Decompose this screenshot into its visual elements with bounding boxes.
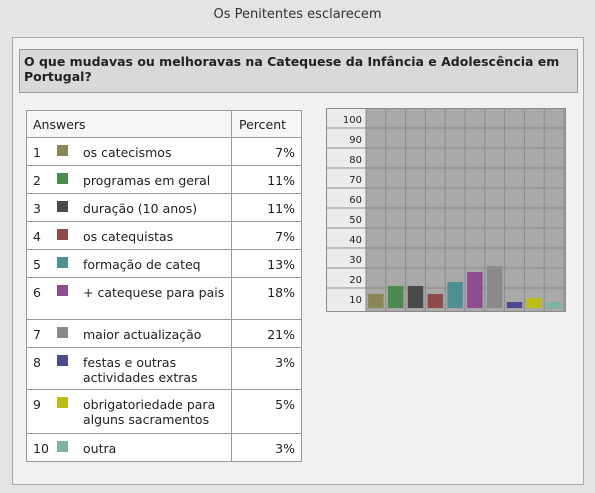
legend-swatch bbox=[57, 285, 68, 296]
legend-swatch bbox=[57, 145, 68, 156]
bar-8 bbox=[506, 302, 523, 308]
legend-swatch bbox=[57, 201, 68, 212]
answer-cell: 6 + catequese para pais bbox=[26, 277, 232, 320]
answer-cell: 3 duração (10 anos) bbox=[26, 193, 232, 222]
answer-percent: 3% bbox=[231, 433, 302, 462]
table-row: 10 outra 3% bbox=[26, 433, 302, 462]
y-tick-label: 20 bbox=[349, 275, 362, 286]
table-row: 4 os catequistas 7% bbox=[26, 221, 302, 250]
answer-number: 9 bbox=[33, 397, 41, 412]
y-tick-label: 100 bbox=[343, 115, 362, 126]
legend-swatch bbox=[57, 397, 68, 408]
legend-swatch bbox=[57, 229, 68, 240]
table-row: 3 duração (10 anos) 11% bbox=[26, 193, 302, 222]
answer-label: formação de cateq bbox=[83, 257, 201, 272]
answer-number: 2 bbox=[33, 173, 41, 188]
results-bar-chart: 10 20 30 40 50 60 70 80 90 100 bbox=[326, 108, 566, 312]
answers-header: Answers bbox=[26, 110, 232, 138]
answer-number: 3 bbox=[33, 201, 41, 216]
answer-label: festas e outras actividades extras bbox=[83, 355, 198, 385]
answer-percent: 7% bbox=[231, 137, 302, 166]
answer-label: duração (10 anos) bbox=[83, 201, 198, 216]
legend-swatch bbox=[57, 441, 68, 452]
answer-percent: 18% bbox=[231, 277, 302, 320]
legend-swatch bbox=[57, 355, 68, 366]
table-header-row: Answers Percent bbox=[26, 110, 302, 138]
y-tick-label: 50 bbox=[349, 215, 362, 226]
y-tick-label: 90 bbox=[349, 135, 362, 146]
answer-cell: 5 formação de cateq bbox=[26, 249, 232, 278]
table-row: 9 obrigatoriedade para alguns sacramentos… bbox=[26, 389, 302, 434]
answer-number: 10 bbox=[33, 441, 49, 456]
y-tick-label: 40 bbox=[349, 235, 362, 246]
y-tick-label: 30 bbox=[349, 255, 362, 266]
bar-10 bbox=[546, 302, 562, 308]
percent-header: Percent bbox=[231, 110, 302, 138]
table-row: 7 maior actualização 21% bbox=[26, 319, 302, 348]
answer-percent: 5% bbox=[231, 389, 302, 434]
answer-number: 8 bbox=[33, 355, 41, 370]
table-row: 5 formação de cateq 13% bbox=[26, 249, 302, 278]
y-tick-label: 70 bbox=[349, 175, 362, 186]
legend-swatch bbox=[57, 173, 68, 184]
answer-label: obrigatoriedade para alguns sacramentos bbox=[83, 397, 216, 427]
legend-swatch bbox=[57, 257, 68, 268]
answer-label: + catequese para pais bbox=[83, 285, 225, 300]
answer-cell: 7 maior actualização bbox=[26, 319, 232, 348]
answer-number: 1 bbox=[33, 145, 41, 160]
y-label-column bbox=[327, 109, 366, 311]
answer-label: outra bbox=[83, 441, 117, 456]
table-row: 8 festas e outras actividades extras 3% bbox=[26, 347, 302, 390]
question-text: O que mudavas ou melhoravas na Catequese… bbox=[19, 49, 578, 93]
bar-7 bbox=[486, 266, 503, 308]
y-tick-label: 10 bbox=[349, 295, 362, 306]
answer-cell: 8 festas e outras actividades extras bbox=[26, 347, 232, 390]
answer-cell: 4 os catequistas bbox=[26, 221, 232, 250]
answer-percent: 21% bbox=[231, 319, 302, 348]
answer-number: 4 bbox=[33, 229, 41, 244]
answer-cell: 9 obrigatoriedade para alguns sacramentos bbox=[26, 389, 232, 434]
bar-9 bbox=[526, 298, 543, 308]
bar-5 bbox=[447, 282, 463, 308]
answer-number: 7 bbox=[33, 327, 41, 342]
answer-percent: 13% bbox=[231, 249, 302, 278]
answer-number: 6 bbox=[33, 285, 41, 300]
table-row: 1 os catecismos 7% bbox=[26, 137, 302, 166]
answer-percent: 11% bbox=[231, 165, 302, 194]
y-tick-label: 60 bbox=[349, 195, 362, 206]
answer-cell: 2 programas em geral bbox=[26, 165, 232, 194]
y-tick-label: 80 bbox=[349, 155, 362, 166]
bar-4 bbox=[427, 294, 444, 308]
answer-number: 5 bbox=[33, 257, 41, 272]
answer-cell: 10 outra bbox=[26, 433, 232, 462]
answer-label: os catequistas bbox=[83, 229, 174, 244]
bar-2 bbox=[387, 286, 404, 308]
answer-label: programas em geral bbox=[83, 173, 211, 188]
bar-3 bbox=[407, 286, 424, 308]
page-title: Os Penitentes esclarecem bbox=[213, 7, 382, 22]
answer-percent: 3% bbox=[231, 347, 302, 390]
answer-percent: 7% bbox=[231, 221, 302, 250]
table-row: 2 programas em geral 11% bbox=[26, 165, 302, 194]
answer-cell: 1 os catecismos bbox=[26, 137, 232, 166]
answer-label: os catecismos bbox=[83, 145, 172, 160]
legend-swatch bbox=[57, 327, 68, 338]
answers-table: Answers Percent 1 os catecismos 7% 2 program… bbox=[26, 110, 302, 462]
answer-percent: 11% bbox=[231, 193, 302, 222]
answer-label: maior actualização bbox=[83, 327, 202, 342]
bar-6 bbox=[467, 272, 483, 308]
table-row: 6 + catequese para pais 18% bbox=[26, 277, 302, 320]
bar-1 bbox=[368, 294, 384, 308]
